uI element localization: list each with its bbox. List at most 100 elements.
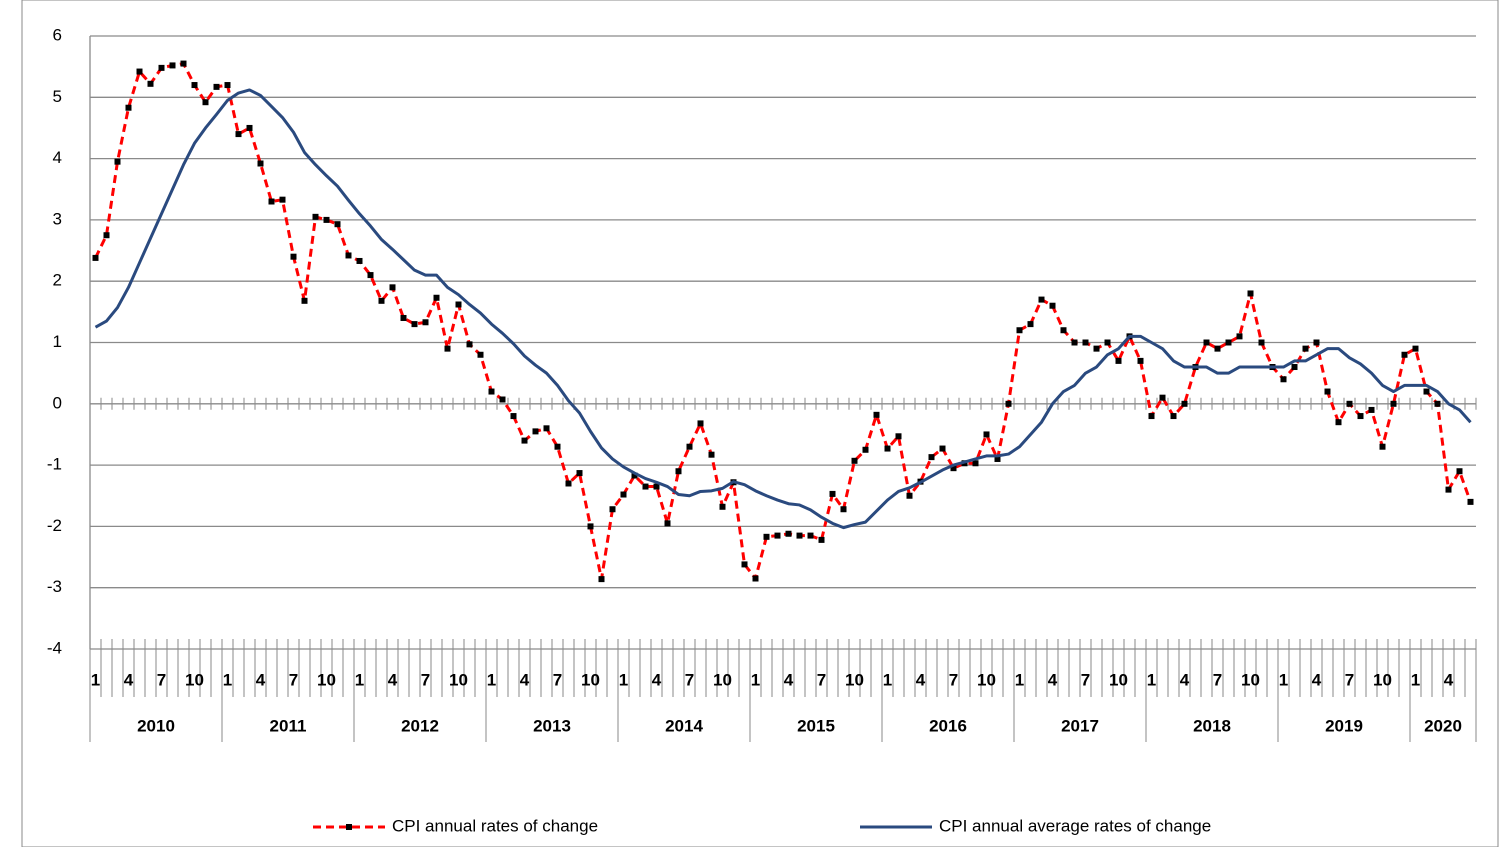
point-marker [708, 451, 715, 458]
point-marker [312, 213, 319, 220]
year-label: 2014 [665, 716, 703, 735]
point-marker [675, 468, 682, 475]
point-marker [158, 64, 165, 71]
point-marker [1082, 339, 1089, 346]
year-label: 2019 [1325, 716, 1363, 735]
x-tick-label: 7 [685, 670, 694, 689]
point-marker [763, 533, 770, 540]
point-marker [1159, 394, 1166, 401]
point-marker [1324, 388, 1331, 395]
x-tick-label: 1 [1411, 670, 1420, 689]
point-marker [972, 460, 979, 467]
x-tick-label: 1 [883, 670, 892, 689]
point-marker [1357, 413, 1364, 420]
x-tick-label: 10 [449, 670, 468, 689]
point-marker [1434, 400, 1441, 407]
point-marker [499, 396, 506, 403]
x-tick-label: 7 [289, 670, 298, 689]
point-marker [180, 60, 187, 67]
point-marker [565, 480, 572, 487]
point-marker [1027, 321, 1034, 328]
point-marker [114, 158, 121, 165]
year-label: 2016 [929, 716, 967, 735]
y-tick-label: 2 [53, 271, 62, 290]
x-tick-label: 1 [487, 670, 496, 689]
point-marker [279, 196, 286, 203]
point-marker [1313, 339, 1320, 346]
x-tick-label: 4 [256, 670, 266, 689]
y-tick-label: -4 [47, 638, 62, 657]
point-marker [840, 506, 847, 513]
point-marker [1346, 400, 1353, 407]
point-marker [1203, 339, 1210, 346]
point-marker [642, 483, 649, 490]
point-marker [697, 420, 704, 427]
point-marker [576, 470, 583, 477]
point-marker [191, 82, 198, 89]
x-tick-label: 1 [619, 670, 628, 689]
point-marker [994, 455, 1001, 462]
point-marker [1412, 345, 1419, 352]
x-tick-label: 4 [388, 670, 398, 689]
y-tick-label: -2 [47, 516, 62, 535]
point-marker [1060, 327, 1067, 334]
point-marker [587, 523, 594, 530]
x-tick-label: 10 [581, 670, 600, 689]
point-marker [257, 160, 264, 167]
point-marker [532, 428, 539, 435]
x-tick-label: 10 [977, 670, 996, 689]
point-marker [1104, 339, 1111, 346]
point-marker [466, 341, 473, 348]
point-marker [521, 437, 528, 444]
point-marker [378, 297, 385, 304]
x-tick-label: 10 [185, 670, 204, 689]
y-tick-label: 6 [53, 25, 62, 44]
x-tick-label: 7 [421, 670, 430, 689]
point-marker [1335, 419, 1342, 426]
y-tick-label: -3 [47, 577, 62, 596]
x-tick-label: 7 [949, 670, 958, 689]
point-marker [455, 301, 462, 308]
point-marker [554, 443, 561, 450]
point-marker [202, 99, 209, 106]
point-marker [1423, 388, 1430, 395]
y-tick-label: 1 [53, 332, 62, 351]
point-marker [1302, 345, 1309, 352]
point-marker [1236, 333, 1243, 340]
point-marker [928, 454, 935, 461]
point-marker [444, 345, 451, 352]
point-marker [862, 446, 869, 453]
point-marker [477, 351, 484, 358]
point-marker [1170, 413, 1177, 420]
point-marker [235, 131, 242, 138]
x-tick-label: 10 [317, 670, 336, 689]
point-marker [1401, 351, 1408, 358]
x-tick-label: 7 [157, 670, 166, 689]
point-marker [301, 297, 308, 304]
series-line [94, 88, 1472, 530]
point-marker [1214, 345, 1221, 352]
point-marker [488, 388, 495, 395]
y-tick-label: 5 [53, 87, 62, 106]
x-tick-label: 10 [1109, 670, 1128, 689]
x-tick-label: 4 [1048, 670, 1058, 689]
point-marker [598, 576, 605, 583]
y-tick-label: -1 [47, 455, 62, 474]
year-label: 2018 [1193, 716, 1231, 735]
year-label: 2011 [270, 716, 307, 735]
point-marker [873, 411, 880, 418]
x-tick-label: 10 [1241, 670, 1260, 689]
legend-marker [346, 824, 352, 830]
x-tick-label: 1 [1015, 670, 1024, 689]
x-tick-label: 1 [355, 670, 364, 689]
point-marker [1115, 357, 1122, 364]
point-marker [246, 124, 253, 131]
point-marker [169, 62, 176, 69]
point-marker [334, 221, 341, 228]
x-tick-label: 4 [1312, 670, 1322, 689]
point-marker [1291, 364, 1298, 371]
point-marker [1038, 296, 1045, 303]
year-label: 2010 [137, 716, 175, 735]
point-marker [1456, 468, 1463, 475]
point-marker [345, 252, 352, 259]
